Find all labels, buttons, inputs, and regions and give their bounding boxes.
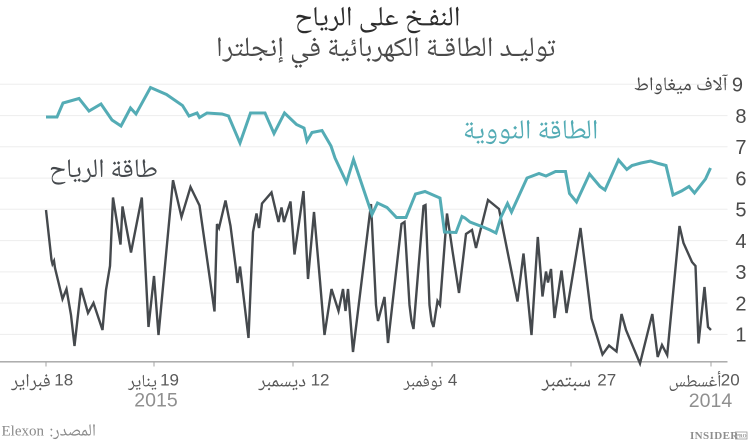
svg-text:7: 7 [735, 137, 746, 159]
svg-text:2: 2 [735, 293, 746, 315]
svg-text:2014: 2014 [689, 390, 733, 412]
svg-text:20: 20 [721, 371, 740, 390]
svg-text:PRO: PRO [736, 435, 747, 440]
svg-text:Elexon: Elexon [2, 424, 45, 440]
svg-text:12: 12 [311, 371, 330, 390]
svg-text:1: 1 [735, 325, 746, 347]
svg-text:6: 6 [735, 168, 746, 190]
svg-text:8: 8 [735, 106, 746, 128]
svg-text:4: 4 [448, 371, 457, 390]
svg-text:2015: 2015 [134, 389, 178, 411]
svg-text:9: 9 [732, 75, 743, 97]
svg-text:3: 3 [735, 262, 746, 284]
svg-text:INSIDER: INSIDER [690, 430, 739, 441]
svg-text:4: 4 [735, 231, 746, 253]
svg-text:19: 19 [160, 371, 179, 390]
svg-text:27: 27 [597, 371, 616, 390]
svg-text:5: 5 [735, 200, 746, 222]
svg-text:18: 18 [54, 371, 73, 390]
